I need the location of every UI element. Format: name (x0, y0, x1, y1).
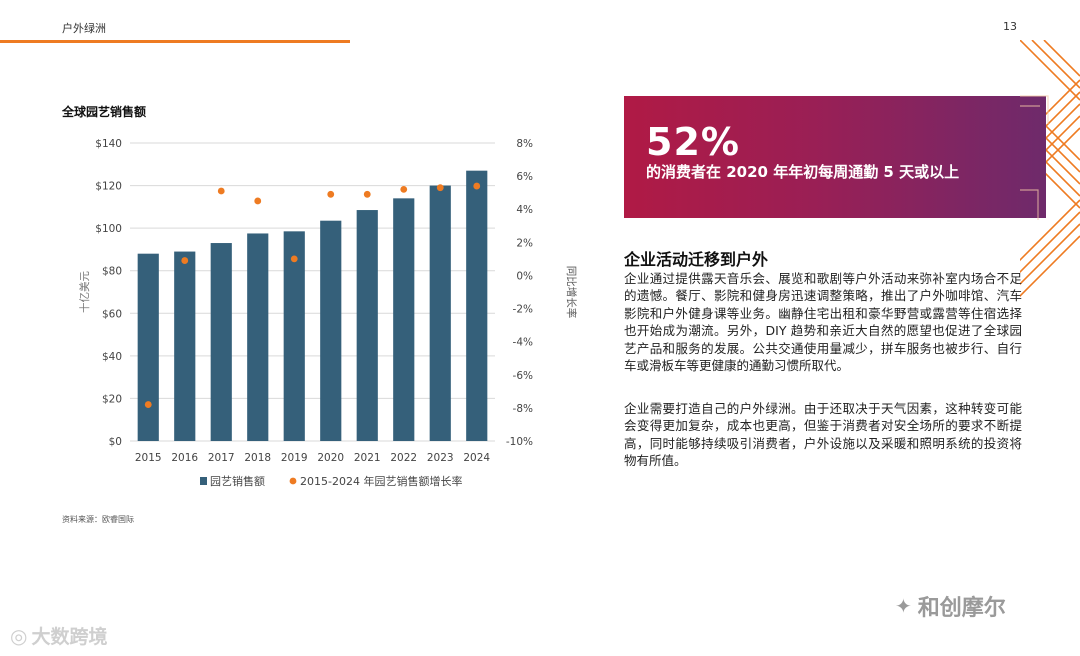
data-point (400, 185, 408, 193)
y-axis-label: 十亿美元 (78, 271, 91, 313)
y-tick-label: $140 (95, 138, 122, 150)
callout-text: 的消费者在 2020 年年初每周通勤 5 天或以上 (646, 163, 960, 181)
y-tick-label: $120 (95, 181, 122, 193)
legend-bar-marker (200, 477, 207, 485)
callout-number: 52% (646, 120, 740, 164)
y-tick-label: $20 (102, 393, 122, 405)
decorative-stripes-overlay (1020, 95, 1049, 220)
watermark-right-text: 和创摩尔 (917, 596, 1006, 621)
bar (174, 251, 196, 441)
data-point (363, 190, 371, 198)
legend-dot-label: 2015-2024 年园艺销售额增长率 (300, 474, 462, 488)
x-tick-label: 2018 (244, 452, 271, 464)
x-tick-label: 2023 (427, 452, 454, 464)
data-point (473, 182, 481, 190)
bar (466, 170, 488, 441)
x-tick-label: 2017 (208, 452, 235, 464)
header-title: 户外绿洲 (62, 22, 106, 35)
y2-tick-label: -4% (513, 337, 533, 349)
chart-source: 资料来源：欧睿国际 (62, 515, 134, 524)
page-number: 13 (1003, 20, 1017, 33)
x-tick-label: 2022 (390, 452, 417, 464)
x-tick-label: 2021 (354, 452, 381, 464)
data-point (217, 187, 225, 195)
y2-tick-label: -10% (506, 436, 533, 448)
wechat-icon: ✦ (895, 594, 912, 618)
data-point (254, 197, 262, 205)
data-point (181, 257, 189, 264)
x-tick-label: 2020 (317, 452, 344, 464)
y-tick-label: $100 (95, 223, 122, 235)
paragraph-1: 企业通过提供露天音乐会、展览和歌剧等户外活动来弥补室内场合不足的遗憾。餐厅、影院… (624, 271, 1022, 374)
x-tick-label: 2024 (463, 452, 490, 464)
watermark-left: ◎ 大数跨境 (10, 622, 107, 649)
y2-tick-label: -8% (513, 403, 533, 415)
y2-tick-label: 4% (516, 204, 533, 216)
chart-title: 全球园艺销售额 (62, 105, 147, 119)
bar (283, 231, 305, 441)
stat-callout: 52% 的消费者在 2020 年年初每周通勤 5 天或以上 (624, 96, 1046, 218)
y-tick-label: $40 (102, 351, 122, 363)
x-tick-label: 2016 (171, 452, 198, 464)
header-accent-line (0, 40, 350, 43)
brand-logo-icon: ◎ (10, 623, 28, 648)
x-tick-label: 2015 (135, 452, 162, 464)
watermark-left-text: 大数跨境 (31, 626, 108, 648)
bar (320, 220, 342, 441)
y2-tick-label: -2% (513, 304, 533, 316)
y2-tick-label: 6% (516, 171, 533, 183)
bar (356, 210, 378, 441)
y2-tick-label: -6% (513, 370, 533, 382)
data-point (436, 184, 444, 192)
watermark-right: ✦ 和创摩尔 (895, 590, 1006, 622)
bar (429, 185, 451, 441)
bar (393, 198, 415, 441)
y2-tick-label: 2% (516, 237, 533, 249)
data-point (144, 401, 152, 408)
y-tick-label: $80 (102, 266, 122, 278)
data-point (327, 190, 335, 198)
bar (247, 233, 269, 441)
section-heading: 企业活动迁移到户外 (624, 250, 769, 269)
paragraph-2: 企业需要打造自己的户外绿洲。由于还取决于天气因素，这种转变可能会变得更加复杂，成… (624, 401, 1022, 469)
y-tick-label: $60 (102, 308, 122, 320)
y-tick-label: $0 (109, 436, 122, 448)
legend-dot-marker (289, 477, 297, 485)
garden-sales-chart: $0 $20 $40 $60 $80 $100 $120 $140 -10% -8% -6% -4% -… (78, 138, 578, 488)
y2-tick-label: 0% (516, 270, 533, 282)
y2-tick-label: 8% (516, 138, 533, 150)
data-point (290, 255, 298, 263)
bar (137, 253, 159, 441)
y2-axis-label: 同比增长率 (565, 266, 578, 319)
x-tick-label: 2019 (281, 452, 308, 464)
legend-bar-label: 园艺销售额 (210, 474, 265, 488)
bar (210, 243, 232, 441)
